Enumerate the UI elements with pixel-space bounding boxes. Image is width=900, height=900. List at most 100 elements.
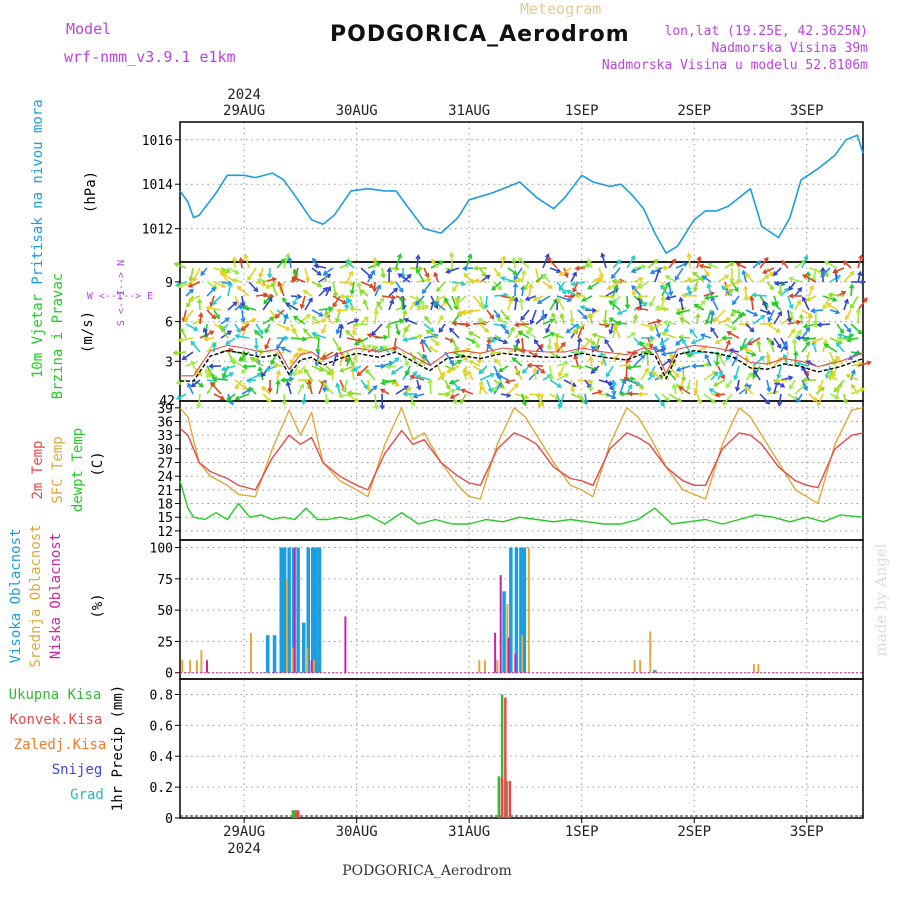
wind-arrow xyxy=(289,351,299,365)
wind-arrow xyxy=(493,382,502,395)
sfc-temp-line xyxy=(179,407,864,505)
wind-arrow xyxy=(521,393,527,406)
wind-arrow xyxy=(748,337,761,346)
wind-arrow xyxy=(699,264,712,269)
wind-arrow-head xyxy=(328,306,334,312)
wind-arrow-head xyxy=(842,398,848,405)
wind-arrow-head xyxy=(422,353,428,359)
wind-arrow-head xyxy=(767,316,773,323)
wind-arrow-head xyxy=(816,401,822,407)
wind-arrow-head xyxy=(197,371,203,377)
wind-arrow xyxy=(514,393,529,399)
wind-arrow xyxy=(243,365,257,368)
wind-arrow xyxy=(724,323,737,331)
wind-arrow xyxy=(465,280,476,283)
wind-arrow-head xyxy=(220,366,227,372)
wind-arrow xyxy=(346,356,351,367)
wind-arrow-head xyxy=(454,295,460,302)
wind-arrow xyxy=(513,345,523,353)
wind-arrow xyxy=(612,280,628,283)
wind-arrow xyxy=(463,267,474,270)
wind-arrow xyxy=(781,260,789,269)
wind-arrow-head xyxy=(725,355,731,361)
wind-arrow xyxy=(311,267,322,276)
wind-arrow-head xyxy=(460,398,465,405)
wind-arrow-head xyxy=(487,387,493,394)
bottom-date-label: 3SEP xyxy=(790,824,824,840)
wind-arrow-head xyxy=(177,283,184,289)
wind-arrow-head xyxy=(600,360,606,366)
wind-arrow xyxy=(666,295,677,300)
wind-arrow xyxy=(535,393,544,407)
wind-arrow-head xyxy=(332,291,338,298)
wind-arrow-head xyxy=(497,285,503,291)
wind-arrow-head xyxy=(788,310,794,316)
wind-arrow-head xyxy=(651,371,657,377)
wind-arrow xyxy=(493,267,501,277)
wind-arrow-head xyxy=(312,257,317,263)
wind-arrow-head xyxy=(332,302,338,308)
wind-arrow xyxy=(514,283,517,297)
wind-arrow-head xyxy=(211,376,218,382)
wind-arrow xyxy=(238,305,250,311)
wind-arrow-head xyxy=(548,375,554,381)
wind-arrow-head xyxy=(826,374,833,380)
wind-arrow-head xyxy=(689,328,695,334)
wind-arrow-head xyxy=(660,345,666,351)
wind-arrow xyxy=(715,393,726,397)
wind-arrow-head xyxy=(177,337,183,343)
wind-arrow-head xyxy=(229,358,235,363)
wind-arrow-head xyxy=(289,359,295,365)
wind-arrow-head xyxy=(791,337,798,344)
wind-arrow-head xyxy=(301,399,307,406)
wind-arrow-head xyxy=(341,299,348,305)
wind-arrow-head xyxy=(456,359,462,365)
wind-arrow-head xyxy=(324,398,330,405)
wind-arrow-head xyxy=(304,368,309,374)
wind-arrow-head xyxy=(615,320,621,326)
wind-arrow-head xyxy=(200,270,206,277)
wind-arrow-head xyxy=(404,361,410,367)
wind-arrow-head xyxy=(546,257,552,263)
wind-arrow xyxy=(403,337,418,341)
wind-arrow xyxy=(672,384,677,395)
wind-arrow xyxy=(717,353,726,367)
wind-arrow xyxy=(665,275,677,283)
wind-arrow xyxy=(773,381,779,395)
wind-arrow-head xyxy=(563,272,569,278)
wind-arrow xyxy=(254,330,264,339)
wind-arrow xyxy=(779,281,782,295)
wind-arrow xyxy=(801,379,808,391)
wind-arrow-head xyxy=(707,262,713,268)
wind-arrow xyxy=(452,281,460,292)
wind-arrow xyxy=(691,337,705,344)
wind-arrow xyxy=(724,281,740,289)
y-tick-label: 0.4 xyxy=(150,750,174,765)
wind-arrow xyxy=(324,309,334,316)
wind-arrow xyxy=(248,387,257,395)
wind-arrow xyxy=(240,323,250,331)
wind-arrow-head xyxy=(283,313,289,319)
wind-arrow xyxy=(705,309,712,324)
wind-arrow-head xyxy=(664,295,671,301)
wind-arrow xyxy=(563,295,574,298)
wind-arrow xyxy=(174,262,187,269)
wind-arrow-head xyxy=(675,340,681,346)
wind-arrow xyxy=(555,334,565,339)
wind-arrow xyxy=(740,337,747,351)
wind-arrow-head xyxy=(291,275,297,281)
wind-arrow-head xyxy=(602,319,608,325)
wind-speed-line xyxy=(180,349,864,382)
wind-arrow-head xyxy=(456,310,463,316)
wind-arrow xyxy=(542,281,553,289)
wind-arrow-head xyxy=(811,322,818,328)
wind-arrow-head xyxy=(172,350,178,356)
wind-arrow-head xyxy=(587,284,593,290)
wind-arrow-head xyxy=(348,270,354,276)
wind-arrow-head xyxy=(232,301,238,307)
wind-arrow xyxy=(322,351,334,359)
wind-arrow-head xyxy=(381,345,388,351)
cloud-bar-0 xyxy=(502,591,506,673)
wind-arrow-head xyxy=(613,284,619,290)
wind-arrow-head xyxy=(558,371,563,378)
